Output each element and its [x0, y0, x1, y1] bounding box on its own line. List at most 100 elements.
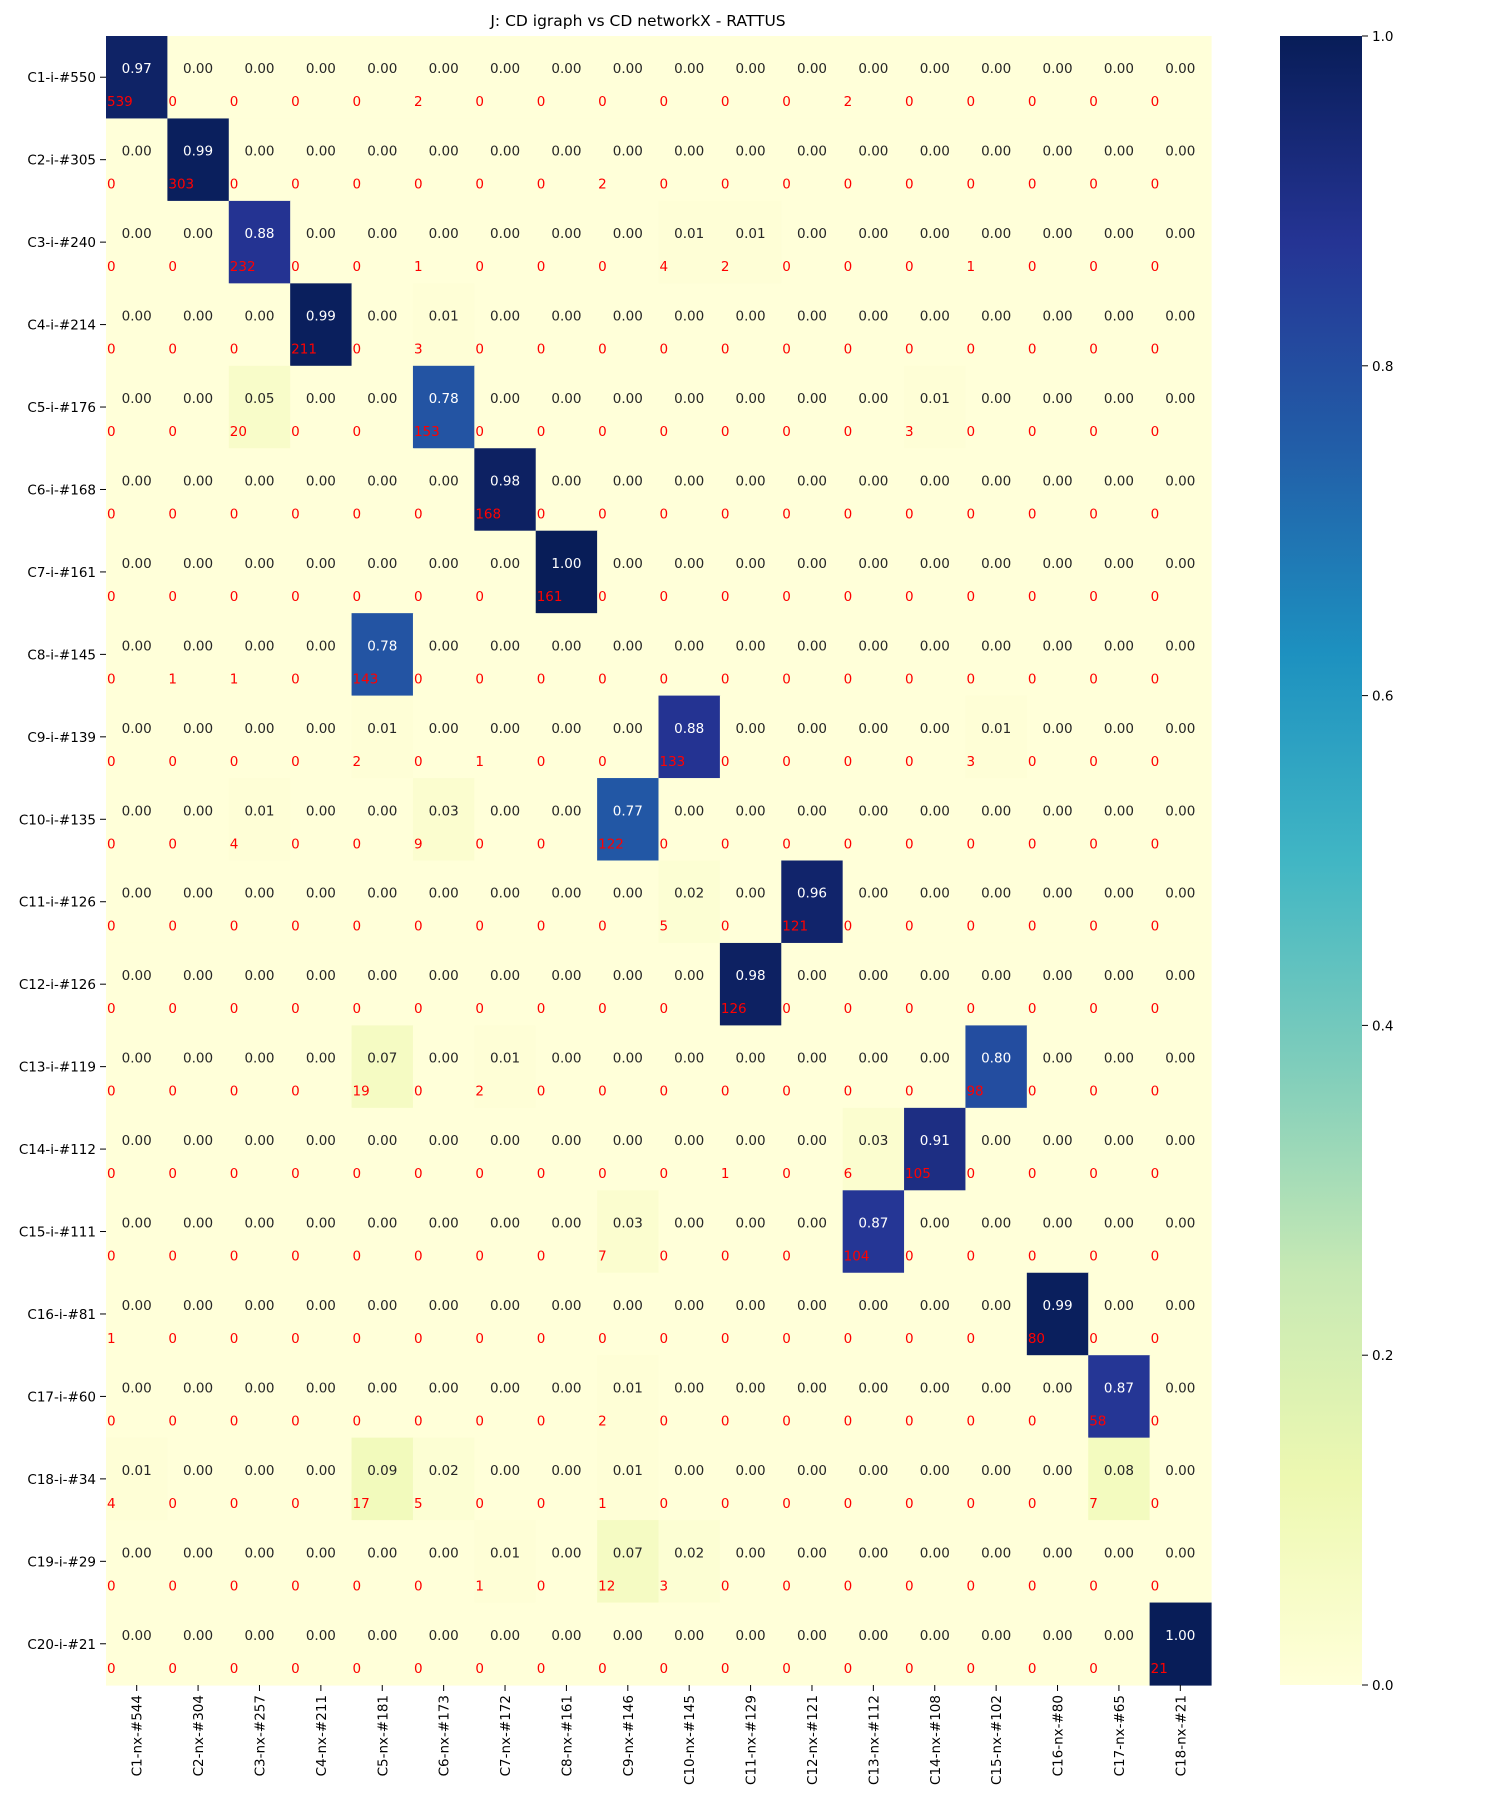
cell-count-label: 0 — [168, 259, 177, 275]
cell-count-label: 0 — [291, 919, 300, 935]
cell-value-label: 0.00 — [1165, 226, 1195, 242]
heatmap-cell — [412, 200, 475, 284]
cell-value-label: 0.00 — [244, 1628, 274, 1644]
cell-count-label: 0 — [414, 506, 423, 522]
cell-value-label: 0.00 — [429, 1051, 459, 1067]
cell-value-label: 0.00 — [490, 556, 520, 572]
cell-value-label: 0.00 — [797, 721, 827, 737]
cell-value-label: 0.00 — [1042, 803, 1072, 819]
cell-count-label: 0 — [966, 671, 975, 687]
cell-count-label: 0 — [966, 919, 975, 935]
heatmap-cell — [290, 448, 353, 532]
cell-value-label: 0.00 — [981, 1133, 1011, 1149]
cell-count-label: 0 — [353, 1661, 362, 1677]
cell-value-label: 0.00 — [981, 391, 1011, 407]
heatmap-cell — [535, 118, 598, 202]
cell-value-label: 0.00 — [920, 1545, 950, 1561]
cell-value-label: 0.00 — [306, 226, 336, 242]
cell-count-label: 0 — [844, 506, 853, 522]
cell-value-label: 0.00 — [613, 1051, 643, 1067]
heatmap-cell — [904, 1355, 967, 1439]
row-label: C15-i-#111 — [19, 1225, 96, 1241]
cell-count-label: 0 — [1151, 1331, 1160, 1347]
cell-count-label: 0 — [107, 1001, 116, 1017]
heatmap-cell — [351, 1602, 414, 1686]
cell-value-label: 0.00 — [981, 1380, 1011, 1396]
heatmap-cell — [228, 860, 291, 944]
heatmap-cell — [412, 530, 475, 614]
cell-value-label: 0.00 — [613, 721, 643, 737]
heatmap-cell — [1026, 1107, 1089, 1191]
cell-count-label: 19 — [353, 1084, 370, 1100]
column-label: C13-nx-#112 — [866, 1695, 882, 1785]
cell-value-label: 0.00 — [367, 473, 397, 489]
column-label: C14-nx-#108 — [928, 1695, 944, 1785]
cell-value-label: 0.00 — [306, 1545, 336, 1561]
cell-count-label: 0 — [782, 589, 791, 605]
cell-count-label: 0 — [1028, 259, 1037, 275]
cell-count-label: 0 — [1028, 919, 1037, 935]
cell-value-label: 0.01 — [613, 1380, 643, 1396]
cell-value-label: 0.00 — [736, 309, 766, 325]
heatmap-cell — [842, 448, 905, 532]
cell-value-label: 0.00 — [1165, 1298, 1195, 1314]
heatmap-cell — [351, 1355, 414, 1439]
cell-value-label: 0.00 — [551, 226, 581, 242]
cell-count-label: 0 — [230, 919, 239, 935]
cell-value-label: 0.00 — [981, 1298, 1011, 1314]
heatmap-cell — [412, 1107, 475, 1191]
cell-count-label: 105 — [905, 1166, 931, 1182]
heatmap-cell — [106, 942, 168, 1026]
heatmap-cell — [412, 36, 475, 120]
cell-value-label: 0.00 — [1165, 473, 1195, 489]
cell-value-label: 0.00 — [306, 391, 336, 407]
cell-value-label: 0.00 — [551, 473, 581, 489]
heatmap-cell — [535, 1272, 598, 1356]
heatmap-cell — [842, 530, 905, 614]
heatmap-cell — [904, 283, 967, 367]
cell-count-label: 3 — [905, 424, 914, 440]
heatmap-cell — [1149, 695, 1212, 779]
cell-value-label: 0.00 — [797, 1216, 827, 1232]
cell-count-label: 0 — [966, 342, 975, 358]
cell-count-label: 0 — [905, 1249, 914, 1265]
cell-value-label: 0.00 — [736, 473, 766, 489]
heatmap-cell — [351, 1520, 414, 1604]
cell-count-label: 0 — [291, 589, 300, 605]
cell-count-label: 0 — [1151, 424, 1160, 440]
cell-count-label: 0 — [905, 754, 914, 770]
cell-count-label: 0 — [1028, 1413, 1037, 1429]
heatmap-cell — [1149, 1107, 1212, 1191]
cell-count-label: 0 — [1151, 94, 1160, 110]
cell-count-label: 58 — [1089, 1413, 1106, 1429]
cell-count-label: 0 — [782, 506, 791, 522]
heatmap-cell — [167, 942, 230, 1026]
column-label: C18-nx-#21 — [1173, 1695, 1189, 1776]
heatmap-cell — [474, 1602, 537, 1686]
cell-value-label: 0.00 — [122, 638, 152, 654]
heatmap-cell — [719, 695, 782, 779]
cell-count-label: 0 — [107, 506, 116, 522]
cell-value-label: 0.00 — [1165, 968, 1195, 984]
cell-value-label: 0.05 — [244, 391, 274, 407]
cell-count-label: 0 — [414, 919, 423, 935]
cell-value-label: 0.00 — [551, 144, 581, 160]
heatmap-cell — [904, 1025, 967, 1109]
cell-count-label: 1 — [475, 754, 484, 770]
heatmap-cell — [965, 778, 1028, 862]
cell-count-label: 0 — [1028, 1249, 1037, 1265]
cell-value-label: 0.00 — [551, 968, 581, 984]
cell-count-label: 0 — [1151, 342, 1160, 358]
heatmap-cell — [842, 1107, 905, 1191]
cell-count-label: 0 — [537, 919, 546, 935]
cell-value-label: 0.00 — [1042, 1216, 1072, 1232]
cell-count-label: 0 — [230, 1084, 239, 1100]
heatmap-cell — [106, 365, 168, 449]
heatmap-cell — [719, 1437, 782, 1521]
heatmap-cell — [719, 1107, 782, 1191]
column-axis: C1-nx-#544 C2-nx-#304 C3-nx-#257 C4-nx-#211… — [130, 1685, 1189, 1785]
cell-count-label: 0 — [598, 1661, 607, 1677]
column-label: C15-nx-#102 — [989, 1695, 1005, 1785]
cell-count-label: 0 — [598, 589, 607, 605]
heatmap-cell — [228, 778, 291, 862]
